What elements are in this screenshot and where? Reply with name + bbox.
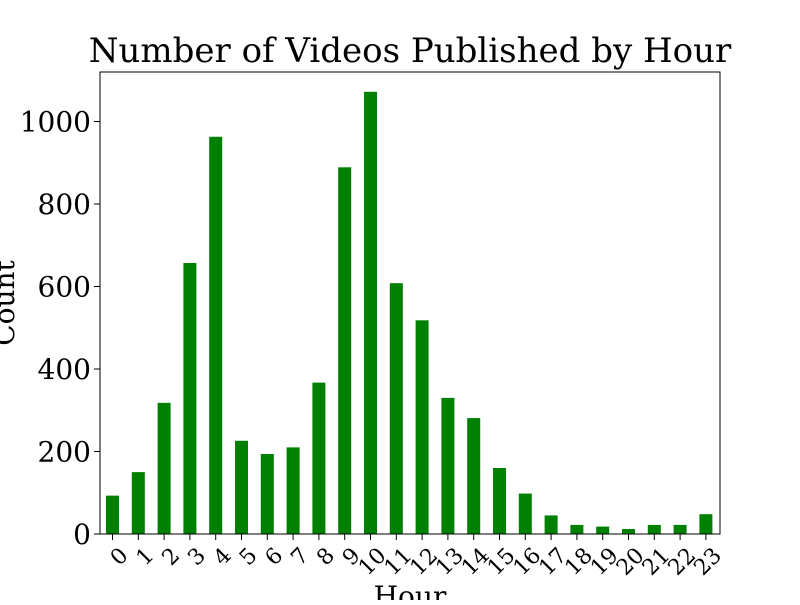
chart-title: Number of Videos Published by Hour — [89, 31, 732, 71]
y-tick-label: 600 — [38, 271, 91, 304]
bar-hour-21 — [647, 524, 661, 534]
bar-hour-2 — [157, 402, 171, 534]
bar-hour-10 — [364, 91, 377, 535]
x-tick-label: 1 — [132, 543, 160, 571]
bar-hour-4 — [209, 136, 223, 534]
x-tick-label: 6 — [261, 543, 289, 571]
bar-hour-8 — [312, 382, 326, 534]
plot-frame — [99, 71, 721, 535]
x-tick-label: 3 — [183, 543, 211, 571]
x-axis-label: Hour — [374, 580, 447, 600]
x-tick-label: 2 — [158, 543, 186, 571]
y-tick-label: 800 — [38, 188, 91, 221]
bar-hour-6 — [260, 453, 274, 534]
x-tick-label: 0 — [106, 543, 134, 571]
y-tick-label: 400 — [38, 353, 91, 386]
bar-hour-22 — [673, 524, 687, 534]
bar-hour-12 — [415, 320, 429, 534]
y-axis-label: Count — [0, 259, 21, 345]
x-tick-label: 7 — [287, 543, 315, 571]
bar-hour-15 — [493, 468, 506, 534]
bar-hour-19 — [596, 526, 610, 534]
bar-hour-5 — [235, 440, 248, 534]
y-tick-label: 1000 — [20, 106, 91, 139]
bar-hour-7 — [286, 447, 300, 535]
bar-hour-23 — [699, 514, 713, 534]
x-tick-label: 8 — [312, 543, 340, 571]
bar-hour-14 — [467, 418, 481, 534]
bar-hour-13 — [441, 397, 455, 535]
bar-hour-0 — [106, 495, 119, 534]
bar-hour-3 — [183, 262, 197, 534]
x-tick-label: 5 — [235, 543, 263, 571]
bar-hour-9 — [338, 167, 352, 535]
bar-hour-18 — [570, 524, 584, 534]
y-tick-label: 200 — [38, 436, 91, 469]
bar-hour-17 — [544, 515, 558, 534]
y-axis-ticks: 0 200 400 600 800 1000 — [20, 106, 100, 551]
bar-hour-16 — [518, 493, 532, 534]
x-tick-label: 23 — [689, 543, 726, 580]
bar-hour-20 — [622, 529, 635, 534]
x-tick-label: 4 — [209, 543, 237, 571]
bar-hour-1 — [131, 472, 145, 535]
y-tick-label: 0 — [73, 518, 91, 551]
bars-group — [106, 91, 713, 535]
bar-hour-11 — [389, 283, 403, 534]
